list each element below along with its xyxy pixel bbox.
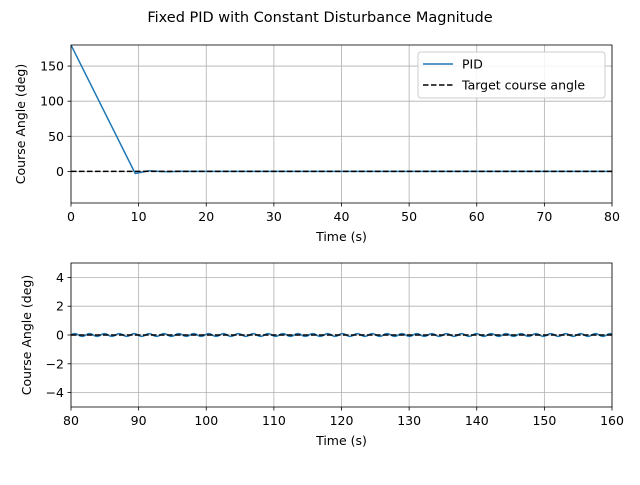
- x-tick-label: 90: [131, 413, 147, 428]
- x-tick-label: 150: [532, 413, 556, 428]
- top-chart: 0 10 20 30 40 50 60 70 80 0 50 100 150 Time (s) Course…: [13, 44, 620, 244]
- legend: PID Target course angle: [417, 51, 606, 99]
- x-tick-label: 130: [397, 413, 421, 428]
- legend-box: [417, 51, 606, 99]
- x-tick-label: 110: [262, 413, 286, 428]
- x-tick-label: 10: [131, 209, 147, 224]
- legend-label: PID: [462, 57, 483, 72]
- y-tick-label: −2: [46, 356, 64, 371]
- x-tick-label: 140: [465, 413, 489, 428]
- y-tick-label: 100: [40, 94, 64, 109]
- y-tick-label: −4: [46, 385, 64, 400]
- figure-title: Fixed PID with Constant Disturbance Magn…: [147, 10, 492, 26]
- x-tick-label: 80: [63, 413, 79, 428]
- x-tick-label: 60: [469, 209, 485, 224]
- x-tick-label: 120: [330, 413, 354, 428]
- x-tick-label: 70: [536, 209, 552, 224]
- legend-label: Target course angle: [461, 78, 585, 93]
- y-tick-label: 4: [56, 270, 64, 285]
- x-tick-label: 50: [401, 209, 417, 224]
- x-tick-label: 30: [266, 209, 282, 224]
- y-axis-label: Course Angle (deg): [19, 275, 34, 395]
- y-tick-label: 0: [56, 328, 64, 343]
- y-tick-label: 0: [56, 164, 64, 179]
- x-tick-label: 160: [600, 413, 624, 428]
- x-tick-label: 0: [67, 209, 75, 224]
- y-tick-label: 150: [40, 59, 64, 74]
- x-tick-label: 80: [604, 209, 620, 224]
- x-axis-label: Time (s): [315, 433, 367, 448]
- y-tick-label: 50: [48, 129, 64, 144]
- x-tick-label: 20: [198, 209, 214, 224]
- y-tick-label: 2: [56, 299, 64, 314]
- bottom-chart: 80 90 100 110 120 130 140 150 160 −4 −2 0 2 4 Time (s)…: [19, 262, 624, 448]
- x-axis-label: Time (s): [315, 229, 367, 244]
- y-axis-label: Course Angle (deg): [13, 64, 28, 184]
- x-tick-label: 100: [194, 413, 218, 428]
- x-tick-label: 40: [334, 209, 350, 224]
